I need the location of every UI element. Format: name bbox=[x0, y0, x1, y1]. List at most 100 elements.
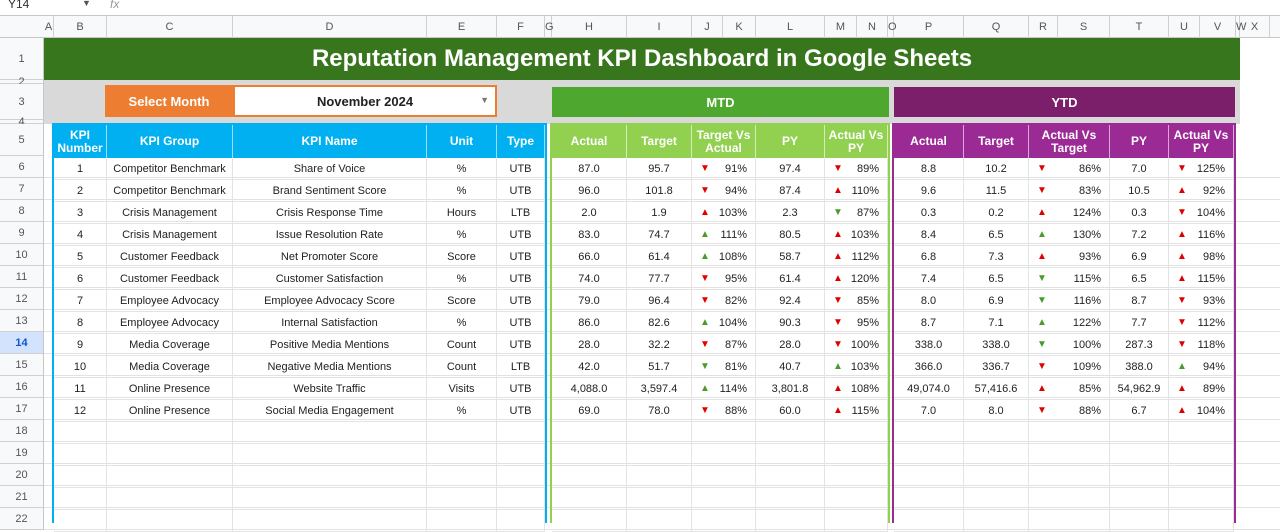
row-header-5[interactable]: 5 bbox=[0, 124, 44, 156]
column-header-N[interactable]: N bbox=[857, 16, 888, 38]
row-header-19[interactable]: 19 bbox=[0, 442, 44, 464]
column-header-G[interactable]: G bbox=[545, 16, 554, 38]
mtd-py-cell: 28.0 bbox=[756, 334, 825, 356]
column-header-F[interactable]: F bbox=[497, 16, 545, 38]
column-header-V[interactable]: V bbox=[1200, 16, 1236, 38]
row-header-21[interactable]: 21 bbox=[0, 486, 44, 508]
empty-cell bbox=[1169, 488, 1234, 510]
empty-cell bbox=[627, 422, 692, 444]
row-header-20[interactable]: 20 bbox=[0, 464, 44, 486]
dropdown-arrow-icon[interactable]: ▼ bbox=[480, 95, 489, 105]
kpi-name-cell: Net Promoter Score bbox=[233, 246, 427, 268]
empty-cell bbox=[54, 466, 107, 488]
column-header-Q[interactable]: Q bbox=[964, 16, 1029, 38]
triangle-up-icon: ▲ bbox=[833, 273, 843, 284]
row-header-14[interactable]: 14 bbox=[0, 332, 44, 354]
ytd-actual-vs-target-cell: ▼ 86% bbox=[1029, 158, 1110, 180]
type-header[interactable]: Type bbox=[497, 125, 545, 158]
column-header-H[interactable]: H bbox=[552, 16, 627, 38]
select-month-label: Select Month bbox=[105, 85, 233, 117]
column-header-X[interactable]: X bbox=[1240, 16, 1270, 38]
kpi-name-cell: Issue Resolution Rate bbox=[233, 224, 427, 246]
mtd-target-cell: 96.4 bbox=[627, 290, 692, 312]
mtd-target-vs-actual-cell: ▼ 94% bbox=[692, 180, 756, 202]
kpi-group-cell: Employee Advocacy bbox=[107, 312, 233, 334]
ytd-actual-vs-target-cell: ▲ 124% bbox=[1029, 202, 1110, 224]
month-dropdown[interactable]: November 2024 ▼ bbox=[233, 85, 497, 117]
mtd-target-vs-actual-cell: ▲ 111% bbox=[692, 224, 756, 246]
row-header-3[interactable]: 3 bbox=[0, 84, 44, 120]
ytd-actual-cell: 0.3 bbox=[894, 202, 964, 224]
ytd-actual-cell: 366.0 bbox=[894, 356, 964, 378]
column-header-S[interactable]: S bbox=[1058, 16, 1110, 38]
column-header-P[interactable]: P bbox=[894, 16, 964, 38]
mtd-py-cell: 87.4 bbox=[756, 180, 825, 202]
row-header-4[interactable]: 4 bbox=[0, 116, 44, 128]
row-header-18[interactable]: 18 bbox=[0, 420, 44, 442]
kpi-group-header[interactable]: KPI Group bbox=[107, 125, 233, 158]
row-header-6[interactable]: 6 bbox=[0, 156, 44, 178]
row-header-9[interactable]: 9 bbox=[0, 222, 44, 244]
mtd-target-vs-actual-cell: ▲ 108% bbox=[692, 246, 756, 268]
column-header-A[interactable]: A bbox=[44, 16, 54, 38]
column-header-U[interactable]: U bbox=[1169, 16, 1200, 38]
ytd-py-header[interactable]: PY bbox=[1110, 125, 1169, 158]
triangle-down-icon: ▼ bbox=[700, 405, 710, 416]
column-header-C[interactable]: C bbox=[107, 16, 233, 38]
column-header-L[interactable]: L bbox=[756, 16, 825, 38]
name-box[interactable]: Y14 bbox=[8, 0, 30, 11]
mtd-target-cell: 51.7 bbox=[627, 356, 692, 378]
name-box-dropdown-icon[interactable]: ▼ bbox=[82, 0, 91, 8]
kpi-name-header[interactable]: KPI Name bbox=[233, 125, 427, 158]
row-header-11[interactable]: 11 bbox=[0, 266, 44, 288]
column-header-I[interactable]: I bbox=[627, 16, 692, 38]
column-header-J[interactable]: J bbox=[692, 16, 723, 38]
kpi-table: KPI Number KPI Group KPI Name Unit Type 1 Comp… bbox=[52, 123, 547, 532]
ytd-target-header[interactable]: Target bbox=[964, 125, 1029, 158]
unit-cell: % bbox=[427, 400, 497, 422]
ytd-actual-header[interactable]: Actual bbox=[894, 125, 964, 158]
kpi-number-header[interactable]: KPI Number bbox=[54, 125, 107, 158]
mtd-actual-cell: 83.0 bbox=[552, 224, 627, 246]
row-header-22[interactable]: 22 bbox=[0, 508, 44, 530]
ytd-actual-vs-target-header[interactable]: Actual Vs Target bbox=[1029, 125, 1110, 158]
mtd-actual-header[interactable]: Actual bbox=[552, 125, 627, 158]
row-header-13[interactable]: 13 bbox=[0, 310, 44, 332]
column-header-O[interactable]: O bbox=[888, 16, 897, 38]
row-header-2[interactable]: 2 bbox=[0, 76, 44, 88]
mtd-target-vs-actual-header[interactable]: Target Vs Actual bbox=[692, 125, 756, 158]
empty-cell bbox=[1169, 510, 1234, 532]
column-header-M[interactable]: M bbox=[825, 16, 857, 38]
triangle-up-icon: ▲ bbox=[1177, 251, 1187, 262]
empty-cell bbox=[894, 466, 964, 488]
unit-header[interactable]: Unit bbox=[427, 125, 497, 158]
column-header-R[interactable]: R bbox=[1029, 16, 1058, 38]
row-header-16[interactable]: 16 bbox=[0, 376, 44, 398]
row-header-12[interactable]: 12 bbox=[0, 288, 44, 310]
ytd-py-cell: 7.0 bbox=[1110, 158, 1169, 180]
row-header-15[interactable]: 15 bbox=[0, 354, 44, 376]
mtd-target-header[interactable]: Target bbox=[627, 125, 692, 158]
mtd-target-cell: 32.2 bbox=[627, 334, 692, 356]
mtd-actual-vs-py-header[interactable]: Actual Vs PY bbox=[825, 125, 888, 158]
column-header-K[interactable]: K bbox=[723, 16, 756, 38]
mtd-py-header[interactable]: PY bbox=[756, 125, 825, 158]
empty-cell bbox=[497, 444, 545, 466]
row-header-8[interactable]: 8 bbox=[0, 200, 44, 222]
mtd-target-cell: 78.0 bbox=[627, 400, 692, 422]
mtd-actual-vs-py-cell: ▲ 112% bbox=[825, 246, 888, 268]
ytd-actual-cell: 6.8 bbox=[894, 246, 964, 268]
column-header-B[interactable]: B bbox=[54, 16, 107, 38]
row-header-17[interactable]: 17 bbox=[0, 398, 44, 420]
row-header-1[interactable]: 1 bbox=[0, 38, 44, 80]
ytd-py-cell: 287.3 bbox=[1110, 334, 1169, 356]
column-header-D[interactable]: D bbox=[233, 16, 427, 38]
column-header-T[interactable]: T bbox=[1110, 16, 1169, 38]
row-header-7[interactable]: 7 bbox=[0, 178, 44, 200]
ytd-actual-vs-py-header[interactable]: Actual Vs PY bbox=[1169, 125, 1234, 158]
column-header-E[interactable]: E bbox=[427, 16, 497, 38]
empty-cell bbox=[1029, 510, 1110, 532]
kpi-number-cell: 10 bbox=[54, 356, 107, 378]
row-header-10[interactable]: 10 bbox=[0, 244, 44, 266]
triangle-down-icon: ▼ bbox=[1177, 207, 1187, 218]
